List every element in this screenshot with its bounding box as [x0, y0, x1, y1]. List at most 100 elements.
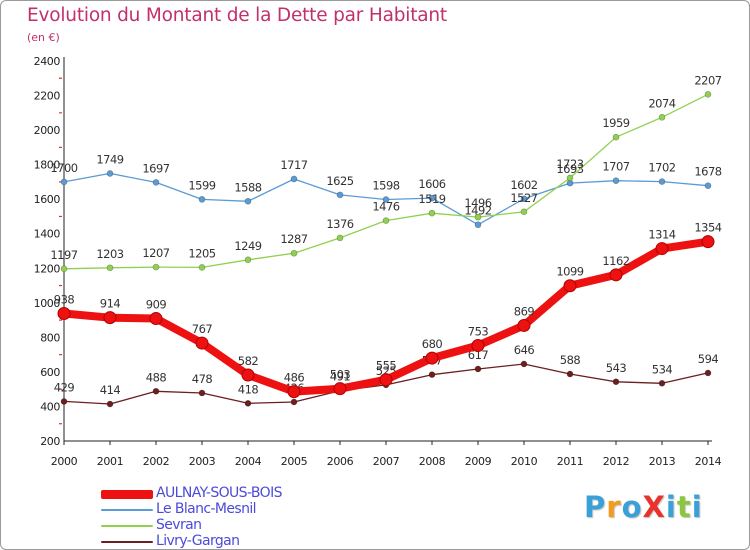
- data-label-sevran: 1527: [510, 191, 537, 205]
- y-tick-label: 2200: [34, 90, 61, 103]
- y-tick-label: 2000: [34, 124, 61, 137]
- data-point-sevran: [152, 263, 160, 271]
- data-point-sevran: [198, 264, 206, 271]
- data-point-aulnay-sous-bois: [241, 368, 255, 382]
- data-label-sevran: 1376: [326, 217, 353, 231]
- data-point-livry-gargan: [658, 380, 666, 387]
- data-point-le-blanc-mesnil: [704, 182, 712, 190]
- x-tick-label: 2013: [649, 455, 676, 468]
- y-tick-label: 1600: [34, 193, 61, 206]
- data-point-aulnay-sous-bois: [195, 336, 209, 350]
- data-point-aulnay-sous-bois: [57, 307, 71, 321]
- x-tick-label: 2007: [373, 455, 400, 468]
- data-point-le-blanc-mesnil: [106, 170, 114, 177]
- data-label-sevran: 1207: [142, 246, 169, 260]
- data-point-le-blanc-mesnil: [290, 175, 298, 183]
- legend-swatch-livry-gargan: [101, 541, 153, 543]
- data-label-sevran: 2074: [648, 96, 675, 110]
- data-point-livry-gargan: [428, 371, 436, 378]
- legend-label-aulnay: AULNAY-SOUS-BOIS: [156, 485, 283, 501]
- y-tick-label: 600: [40, 366, 60, 379]
- y-tick-label: 1400: [34, 228, 61, 241]
- logo-letter: i: [665, 490, 677, 524]
- x-tick-label: 2014: [695, 455, 722, 468]
- data-label-le-blanc-mesnil: 1598: [372, 179, 399, 193]
- data-point-livry-gargan: [244, 400, 252, 407]
- data-point-le-blanc-mesnil: [658, 178, 666, 185]
- data-label-sevran: 1723: [556, 157, 583, 171]
- data-label-sevran: 2207: [694, 73, 721, 87]
- data-label-livry-gargan: 646: [514, 343, 535, 357]
- x-tick-label: 2006: [327, 455, 354, 468]
- data-label-le-blanc-mesnil: 1749: [96, 152, 123, 166]
- data-label-le-blanc-mesnil: 1697: [142, 161, 169, 175]
- data-point-sevran: [336, 234, 344, 242]
- data-point-le-blanc-mesnil: [382, 196, 390, 203]
- data-label-aulnay-sous-bois: 582: [238, 354, 259, 368]
- data-label-livry-gargan: 588: [560, 353, 581, 367]
- data-point-aulnay-sous-bois: [563, 279, 577, 293]
- x-tick-label: 2001: [97, 455, 123, 468]
- x-tick-label: 2003: [189, 455, 216, 468]
- data-label-livry-gargan: 478: [192, 372, 213, 386]
- data-point-sevran: [290, 249, 298, 257]
- logo-letter: i: [691, 490, 703, 524]
- data-label-le-blanc-mesnil: 1606: [418, 177, 445, 191]
- data-point-aulnay-sous-bois: [701, 235, 715, 249]
- data-label-aulnay-sous-bois: 1099: [556, 265, 583, 279]
- data-point-aulnay-sous-bois: [103, 311, 117, 325]
- data-label-sevran: 1203: [96, 247, 123, 261]
- data-label-sevran: 1476: [372, 200, 399, 214]
- data-label-livry-gargan: 543: [606, 361, 627, 375]
- x-tick-label: 2009: [465, 455, 492, 468]
- data-point-le-blanc-mesnil: [152, 179, 160, 186]
- data-label-sevran: 1519: [418, 192, 445, 206]
- data-label-sevran: 1959: [602, 116, 629, 130]
- data-label-le-blanc-mesnil: 1588: [234, 180, 261, 194]
- logo-letter: o: [621, 490, 643, 524]
- data-point-sevran: [658, 114, 666, 121]
- y-tick-label: 800: [40, 331, 60, 344]
- data-point-livry-gargan: [152, 387, 160, 395]
- data-point-aulnay-sous-bois: [471, 338, 485, 352]
- data-point-le-blanc-mesnil: [612, 177, 620, 184]
- proxiti-logo: ProXiti: [584, 490, 703, 524]
- data-label-sevran: 1197: [50, 248, 77, 262]
- data-point-aulnay-sous-bois: [425, 351, 439, 365]
- data-label-aulnay-sous-bois: 914: [100, 297, 121, 311]
- data-point-aulnay-sous-bois: [517, 318, 531, 332]
- data-point-livry-gargan: [566, 370, 574, 378]
- data-point-le-blanc-mesnil: [428, 194, 436, 202]
- data-label-livry-gargan: 594: [698, 352, 719, 366]
- data-point-sevran: [60, 265, 68, 273]
- x-tick-label: 2005: [281, 455, 308, 468]
- legend-swatch-le-blanc-mesnil: [101, 509, 153, 511]
- data-label-aulnay-sous-bois: 767: [192, 322, 213, 336]
- data-point-aulnay-sous-bois: [149, 312, 163, 326]
- legend-label-sevran: Sevran: [156, 517, 202, 533]
- data-label-aulnay-sous-bois: 1354: [694, 221, 721, 235]
- chart-title: Evolution du Montant de la Dette par Hab…: [27, 5, 447, 26]
- data-point-sevran: [106, 264, 114, 272]
- data-point-le-blanc-mesnil: [198, 196, 206, 203]
- data-label-livry-gargan: 414: [100, 383, 121, 397]
- data-label-aulnay-sous-bois: 680: [422, 337, 443, 351]
- data-label-sevran: 1496: [464, 196, 491, 210]
- data-point-livry-gargan: [198, 389, 206, 397]
- chart-subtitle: (en €): [27, 31, 60, 44]
- logo-letter: X: [642, 490, 666, 524]
- data-point-livry-gargan: [290, 398, 298, 406]
- data-point-livry-gargan: [106, 400, 114, 408]
- data-point-livry-gargan: [60, 398, 68, 405]
- x-tick-label: 2002: [143, 455, 169, 468]
- data-label-livry-gargan: 418: [238, 382, 259, 396]
- data-label-aulnay-sous-bois: 938: [54, 293, 75, 307]
- data-point-sevran: [520, 208, 528, 216]
- data-label-le-blanc-mesnil: 1492: [464, 204, 491, 218]
- data-label-le-blanc-mesnil: 1707: [602, 160, 629, 174]
- data-label-le-blanc-mesnil: 1599: [188, 178, 215, 192]
- data-point-sevran: [428, 209, 436, 217]
- y-tick-label: 1200: [34, 262, 61, 275]
